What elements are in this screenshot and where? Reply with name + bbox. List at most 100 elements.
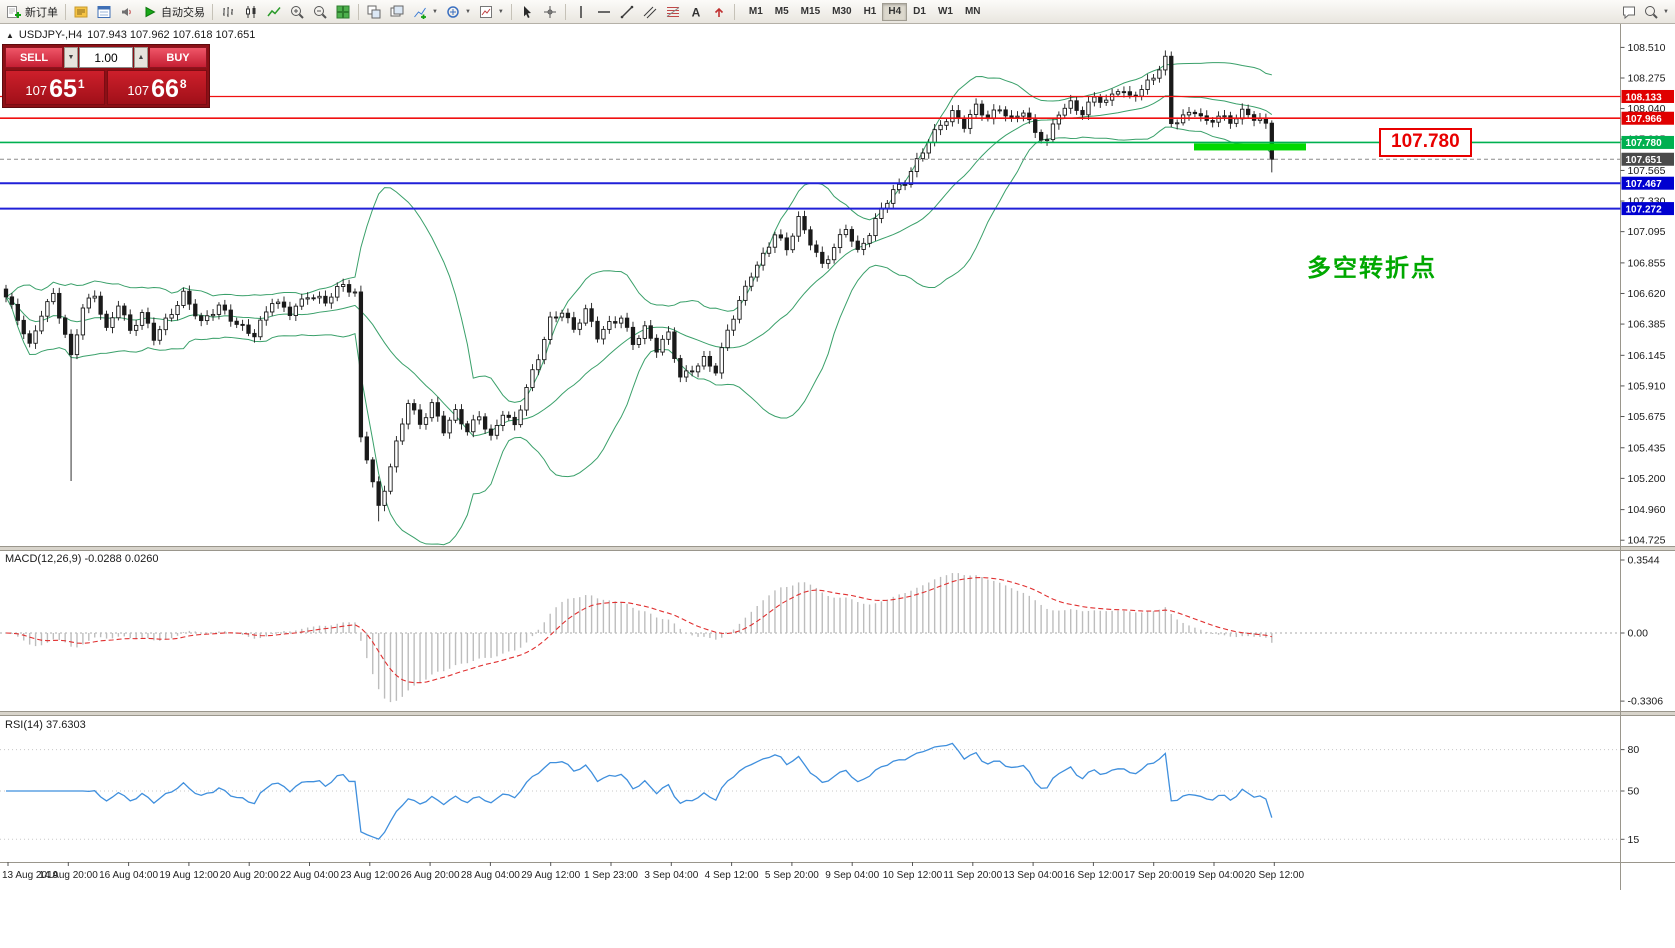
toolbar-separator: [510, 3, 512, 20]
arrows-tool-button[interactable]: [708, 2, 730, 22]
svg-text:3 Sep 04:00: 3 Sep 04:00: [644, 870, 698, 881]
fibonacci-tool-button[interactable]: [662, 2, 684, 22]
highlight-layer[interactable]: [1194, 143, 1306, 151]
bar-chart-mode-button[interactable]: [217, 2, 239, 22]
zoom-out-icon: [314, 5, 327, 19]
line-chart-mode-button[interactable]: [263, 2, 285, 22]
svg-text:107.565: 107.565: [1628, 165, 1666, 177]
new-order-icon: [7, 5, 21, 18]
svg-text:15: 15: [1628, 834, 1640, 846]
toolbar-separator: [733, 3, 735, 20]
horizontal-lines-layer[interactable]: [0, 95, 1621, 210]
timeframe-mn-button[interactable]: MN: [959, 3, 987, 21]
svg-text:80: 80: [1628, 744, 1640, 756]
chat-button[interactable]: [1618, 2, 1640, 22]
sell-price-prefix: 107: [25, 83, 48, 98]
crosshair-tool-button[interactable]: [539, 2, 561, 22]
zoom-out-button[interactable]: [309, 2, 331, 22]
horizontal-line-tool-button[interactable]: [593, 2, 615, 22]
metaeditor-button[interactable]: [70, 2, 92, 22]
caret-down-icon: ▼: [432, 8, 438, 15]
svg-text:10 Sep 12:00: 10 Sep 12:00: [883, 870, 943, 881]
volume-input[interactable]: [79, 47, 133, 68]
autotrading-label: 自动交易: [161, 6, 205, 19]
trade-panel-prices: 107 65 1 107 66 8: [5, 70, 207, 105]
svg-text:A: A: [692, 5, 701, 19]
svg-text:13 Aug 2019: 13 Aug 2019: [2, 870, 59, 881]
sell-price-sup: 1: [77, 77, 85, 91]
caret-down-icon: ▼: [464, 8, 471, 15]
svg-text:11 Sep 20:00: 11 Sep 20:00: [943, 870, 1002, 881]
svg-text:-0.3306: -0.3306: [1628, 696, 1664, 708]
autotrading-button[interactable]: 自动交易: [139, 2, 208, 22]
svg-text:105.200: 105.200: [1628, 473, 1666, 485]
objects-button[interactable]: ▼: [442, 2, 474, 22]
volume-increase-button[interactable]: ▲: [134, 47, 148, 68]
sell-button[interactable]: SELL: [5, 47, 63, 68]
price-tags[interactable]: 108.133 107.966 107.780 107.651 107.467 107.2…: [1621, 89, 1675, 215]
svg-text:106.385: 106.385: [1628, 319, 1666, 331]
svg-text:0.00: 0.00: [1628, 628, 1649, 640]
indicators-button[interactable]: ▼: [409, 2, 441, 22]
timeframe-m15-button[interactable]: M15: [795, 3, 826, 21]
line-chart-icon: [267, 6, 281, 16]
buy-price-sup: 8: [179, 77, 187, 91]
svg-text:23 Aug 12:00: 23 Aug 12:00: [340, 870, 399, 881]
svg-text:106.855: 106.855: [1628, 257, 1666, 269]
candlestick-chart-icon: [246, 5, 256, 18]
search-button[interactable]: ▼: [1640, 2, 1672, 22]
ohlc-values: 107.943 107.962 107.618 107.651: [87, 29, 256, 41]
autotrading-play-icon: [145, 6, 156, 17]
caret-down-icon: ▼: [1663, 8, 1669, 15]
svg-text:107.780: 107.780: [1626, 138, 1663, 149]
timeframe-d1-button[interactable]: D1: [907, 3, 932, 21]
svg-text:105.435: 105.435: [1628, 442, 1666, 454]
svg-text:107.467: 107.467: [1626, 179, 1663, 190]
tile-windows-button[interactable]: [332, 2, 354, 22]
trendline-tool-button[interactable]: [616, 2, 638, 22]
chat-icon: [1623, 6, 1636, 19]
zoom-in-button[interactable]: [286, 2, 308, 22]
collapse-panel-icon[interactable]: ▲: [6, 30, 14, 40]
cursor-tool-button[interactable]: [516, 2, 538, 22]
svg-text:29 Aug 12:00: 29 Aug 12:00: [521, 870, 580, 881]
timeframe-h4-button[interactable]: H4: [882, 2, 908, 21]
tile-windows-icon: [336, 5, 350, 18]
sell-price-button[interactable]: 107 65 1: [5, 70, 105, 105]
timeframe-h1-button[interactable]: H1: [858, 3, 883, 21]
vertical-line-icon: [580, 5, 582, 18]
buy-button[interactable]: BUY: [149, 47, 207, 68]
trendline-icon: [620, 5, 634, 18]
rsi-pane: 80 50 15: [0, 742, 1640, 846]
svg-text:5 Sep 20:00: 5 Sep 20:00: [765, 870, 819, 881]
new-order-button[interactable]: 新订单: [3, 2, 61, 22]
volume-decrease-button[interactable]: ▼: [64, 47, 78, 68]
timeframe-m30-button[interactable]: M30: [826, 3, 857, 21]
horizontal-line-icon: [597, 10, 610, 13]
candles-layer: [3, 50, 1274, 522]
buy-price-button[interactable]: 107 66 8: [107, 70, 207, 105]
search-icon: [1645, 5, 1658, 19]
sounds-button[interactable]: [116, 2, 138, 22]
svg-text:13 Sep 04:00: 13 Sep 04:00: [1003, 870, 1063, 881]
templates-button[interactable]: ▼: [475, 2, 507, 22]
timeframe-m5-button[interactable]: M5: [769, 3, 795, 21]
timeframe-w1-button[interactable]: W1: [932, 3, 959, 21]
chart-canvas[interactable]: 108.510108.275108.040107.805107.565107.3…: [0, 24, 1675, 948]
svg-text:19 Sep 04:00: 19 Sep 04:00: [1184, 870, 1244, 881]
buy-price-big: 66: [151, 74, 179, 103]
toolbar-separator: [65, 3, 66, 20]
template-icon: [479, 5, 492, 18]
vertical-line-tool-button[interactable]: [570, 2, 592, 22]
macd-pane: 0.3544 0.00 -0.3306: [0, 554, 1664, 708]
svg-text:17 Sep 20:00: 17 Sep 20:00: [1124, 870, 1184, 881]
timeframe-m1-button[interactable]: M1: [743, 3, 769, 21]
candlestick-mode-button[interactable]: [240, 2, 262, 22]
cascade-windows-button[interactable]: [386, 2, 408, 22]
channel-tool-button[interactable]: [639, 2, 661, 22]
text-tool-button[interactable]: A: [685, 2, 707, 22]
svg-text:107.095: 107.095: [1628, 226, 1666, 238]
market-watch-button[interactable]: [93, 2, 115, 22]
arrange-windows-button[interactable]: [363, 2, 385, 22]
